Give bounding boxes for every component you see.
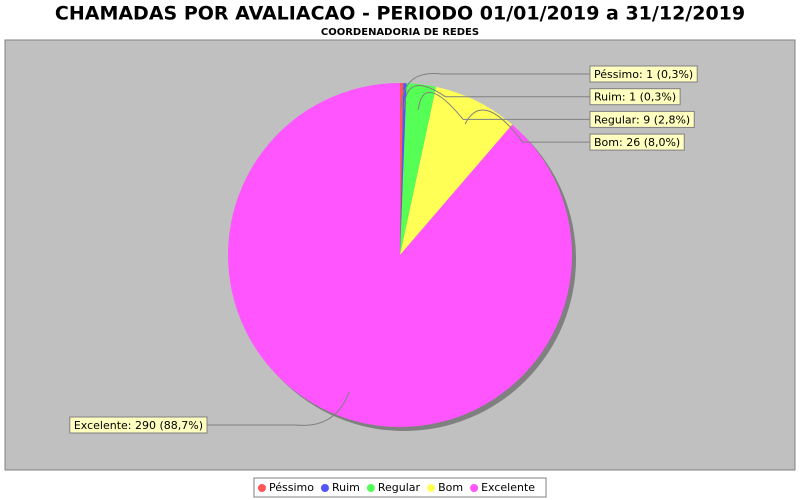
label-connector	[464, 109, 590, 143]
legend-marker	[366, 484, 375, 492]
legend-label: Excelente	[481, 481, 535, 494]
legend-marker	[470, 484, 479, 492]
pie-slice	[228, 83, 572, 427]
pie-slice	[400, 86, 513, 255]
slice-label: Regular: 9 (2,8%)	[589, 110, 695, 128]
legend-box	[253, 477, 547, 498]
label-box	[69, 416, 208, 434]
legend-marker	[427, 484, 436, 492]
pie-slice	[400, 83, 407, 255]
pie-slice	[400, 83, 404, 255]
chart-title: CHAMADAS POR AVALIACAO - PERIODO 01/01/2…	[55, 3, 745, 25]
label-box	[589, 88, 681, 106]
legend-marker	[257, 484, 266, 492]
label-box	[589, 133, 685, 151]
slice-label: Péssimo: 1 (0,3%)	[589, 65, 698, 83]
legend: Péssimo Ruim Regular Bom Excelente	[253, 477, 547, 498]
label-box	[589, 110, 695, 128]
legend-marker	[320, 484, 329, 492]
label-text: Regular: 9 (2,8%)	[594, 113, 690, 126]
label-connector	[417, 92, 590, 120]
label-text: Ruim: 1 (0,3%)	[594, 91, 676, 104]
legend-label: Ruim	[332, 481, 360, 494]
label-connector	[400, 72, 590, 109]
slice-label: Ruim: 1 (0,3%)	[589, 88, 681, 106]
legend-label: Bom	[438, 481, 463, 494]
label-text: Péssimo: 1 (0,3%)	[594, 68, 693, 81]
slice-label: Excelente: 290 (88,7%)	[69, 416, 208, 434]
label-connector	[207, 391, 350, 426]
label-connector	[403, 85, 590, 109]
label-text: Bom: 26 (8,0%)	[594, 136, 680, 149]
legend-label: Péssimo	[269, 481, 314, 494]
label-box	[589, 65, 698, 83]
slice-label: Bom: 26 (8,0%)	[589, 133, 685, 151]
pie-slice	[400, 83, 437, 256]
legend-label: Regular	[378, 481, 421, 494]
chart-subtitle: COORDENADORIA DE REDES	[321, 27, 479, 38]
label-text: Excelente: 290 (88,7%)	[74, 419, 203, 432]
